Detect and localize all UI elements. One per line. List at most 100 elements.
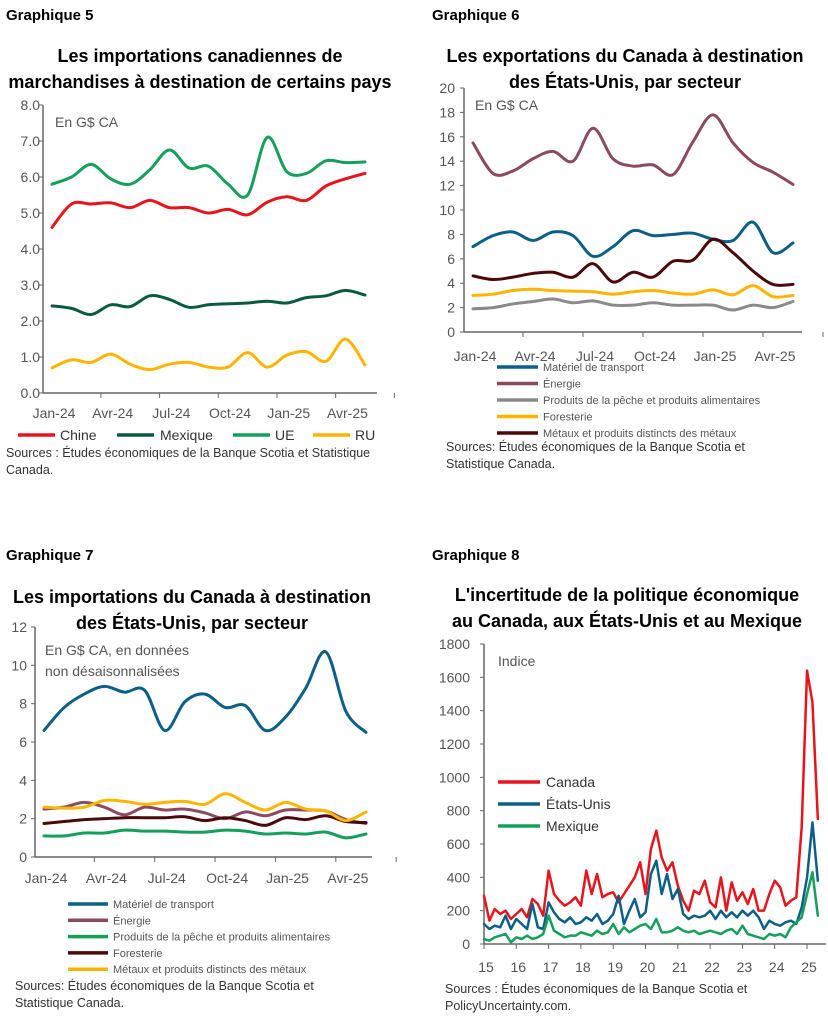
series-line-me-taux-et-produits-distincts-des-me-taux <box>471 237 795 287</box>
x-tick-label: 19 <box>607 959 623 975</box>
series-line-mate-riel-de-transport <box>471 220 795 259</box>
legend-label: RU <box>355 427 375 443</box>
x-tick-label: Jan-25 <box>694 348 737 364</box>
legend-label: Canada <box>546 774 595 790</box>
y-tick-label: 6 <box>19 734 27 750</box>
y-tick-label: 20 <box>439 80 455 96</box>
legend-label: Mexique <box>546 818 599 834</box>
y-tick-label: 5.0 <box>21 205 41 221</box>
legend-label: États-Unis <box>546 796 611 812</box>
x-tick-label: Avr-24 <box>515 348 556 364</box>
legend-label: Métaux et produits distincts des métaux <box>113 964 307 976</box>
x-tick-label: Jan-25 <box>267 405 310 421</box>
y-tick-label: 8.0 <box>21 97 41 113</box>
x-tick-label: Avr-25 <box>327 870 368 886</box>
x-tick-label: 22 <box>704 959 720 975</box>
x-tick-label: Oct-24 <box>206 870 248 886</box>
legend-label: Produits de la pêche et produits aliment… <box>543 395 761 407</box>
x-tick-label: 24 <box>769 959 785 975</box>
chart-title: Les exportations du Canada à destination <box>446 46 803 66</box>
x-tick-label: Jul-24 <box>576 348 614 364</box>
x-tick-label: 25 <box>801 959 817 975</box>
y-tick-label: 2 <box>447 300 455 316</box>
y-tick-label: 400 <box>447 869 471 885</box>
x-tick-label: 21 <box>672 959 688 975</box>
y-tick-label: 14 <box>439 153 455 169</box>
y-tick-label: 1400 <box>439 703 470 719</box>
y-tick-label: 2.0 <box>21 313 41 329</box>
chart-annotation: En G$ CA <box>475 97 539 113</box>
x-tick-label: Jul-24 <box>152 405 190 421</box>
legend-label: Énergie <box>543 378 581 391</box>
chart-8: Graphique 8 L'incertitude de la politique… <box>432 547 826 1013</box>
chart-title: des États-Unis, par secteur <box>509 71 741 92</box>
x-tick-label: Avr-24 <box>92 405 133 421</box>
series-line-chine <box>50 171 367 229</box>
chart-sources: Sources: Études économiques de la Banque… <box>15 978 314 993</box>
y-tick-label: 600 <box>447 836 471 852</box>
x-tick-label: Jul-24 <box>148 870 186 886</box>
x-tick-label: Avr-25 <box>755 348 796 364</box>
series-line-ru <box>50 337 367 372</box>
chart-annotation: En G$ CA, en données <box>45 642 189 658</box>
chart-label: Graphique 8 <box>432 547 520 564</box>
legend-label: UE <box>275 427 294 443</box>
x-tick-label: Jan-25 <box>266 870 309 886</box>
legend-label: Foresterie <box>113 948 163 960</box>
legend-label: Matériel de transport <box>543 362 644 374</box>
y-tick-label: 1600 <box>439 669 470 685</box>
chart-5: Graphique 5 Les importations canadiennes … <box>6 7 395 477</box>
chart-sources: Statistique Canada. <box>446 457 555 471</box>
series-line-mate-riel-de-transport <box>42 650 368 734</box>
chart-7: Graphique 7 Les importations du Canada à … <box>6 547 397 1010</box>
y-tick-label: 16 <box>439 129 455 145</box>
series-line-produits-de-la-pe-che-et-produits-alimentaires <box>42 828 368 840</box>
y-tick-label: 1000 <box>439 769 470 785</box>
x-tick-label: Oct-24 <box>209 405 251 421</box>
y-tick-label: 0 <box>19 849 27 865</box>
x-tick-label: 23 <box>737 959 753 975</box>
chart-sources: Sources : Études économiques de la Banqu… <box>6 445 370 460</box>
x-tick-label: Jan-24 <box>454 348 497 364</box>
x-tick-label: Avr-25 <box>327 405 368 421</box>
chart-title: marchandises à destination de certains p… <box>8 72 391 92</box>
chart-sources: Canada. <box>6 463 53 477</box>
chart-title: L'incertitude de la politique économique <box>455 585 799 605</box>
y-tick-label: 4.0 <box>21 241 41 257</box>
series-line-produits-de-la-pe-che-et-produits-alimentaires <box>471 297 795 312</box>
y-tick-label: 0 <box>447 324 455 340</box>
y-tick-label: 6 <box>447 251 455 267</box>
legend-label: Mexique <box>160 427 213 443</box>
y-tick-label: 8 <box>19 696 27 712</box>
chart-label: Graphique 5 <box>6 7 94 24</box>
y-tick-label: 1.0 <box>21 349 41 365</box>
y-tick-label: 12 <box>11 619 27 635</box>
y-tick-label: 1800 <box>439 636 470 652</box>
y-tick-label: 3.0 <box>21 277 41 293</box>
chart-label: Graphique 6 <box>432 7 520 24</box>
series-line-foresterie <box>42 814 368 827</box>
y-tick-label: 800 <box>447 803 471 819</box>
x-tick-label: Jan-24 <box>33 405 76 421</box>
chart-label: Graphique 7 <box>6 547 94 564</box>
y-tick-label: 0 <box>462 936 470 952</box>
y-tick-label: 18 <box>439 104 455 120</box>
chart-sources: Sources : Études économiques de la Banqu… <box>445 981 748 996</box>
y-tick-label: 10 <box>439 202 455 218</box>
x-tick-label: Avr-24 <box>86 870 127 886</box>
legend-label: Matériel de transport <box>113 899 214 911</box>
x-tick-label: Oct-24 <box>634 348 676 364</box>
series-line-mexique <box>482 871 820 944</box>
y-tick-label: 4 <box>447 275 455 291</box>
y-tick-label: 2 <box>19 811 27 827</box>
series-line-ue <box>50 135 367 199</box>
chart-title: au Canada, aux États-Unis et au Mexique <box>452 610 802 631</box>
chart-annotation: Indice <box>498 653 536 669</box>
chart-6: Graphique 6 Les exportations du Canada à … <box>432 7 824 471</box>
x-tick-label: Jan-24 <box>25 870 68 886</box>
series-line-mexique <box>50 288 367 317</box>
legend-label: Métaux et produits distincts des métaux <box>543 428 737 440</box>
y-tick-label: 8 <box>447 226 455 242</box>
x-tick-label: 16 <box>511 959 527 975</box>
